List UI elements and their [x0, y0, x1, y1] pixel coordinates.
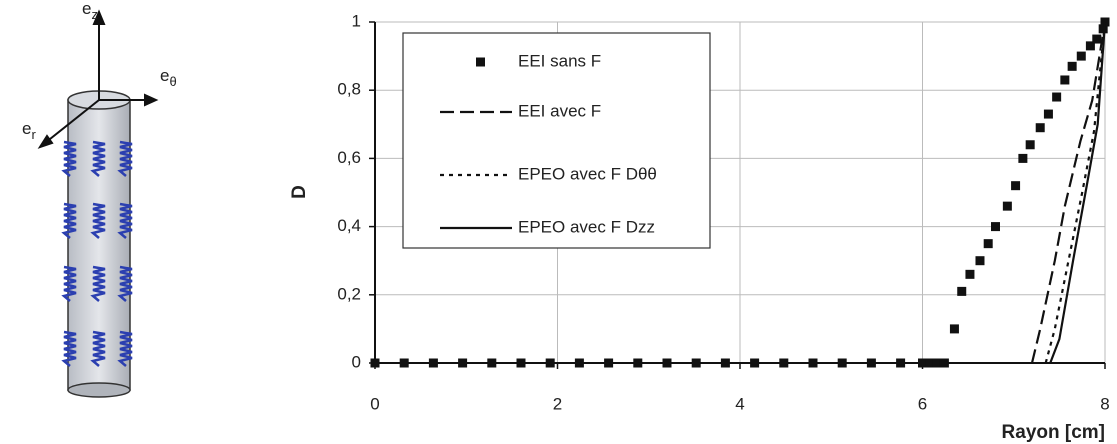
- marker: [991, 222, 1000, 232]
- marker: [1018, 153, 1028, 163]
- marker: [925, 358, 935, 368]
- y-tick-label: 0,8: [337, 80, 361, 99]
- y-tick-label: 0,2: [337, 284, 361, 303]
- y-tick-label: 0,4: [337, 216, 361, 235]
- series-line: [1044, 21, 1107, 364]
- marker: [1011, 181, 1021, 191]
- spring: [61, 202, 77, 239]
- marker: [1043, 109, 1053, 119]
- marker: [949, 324, 959, 334]
- marker: [574, 358, 584, 368]
- spring: [117, 140, 133, 177]
- marker: [965, 269, 975, 279]
- x-axis-title: Rayon [cm]: [1002, 422, 1105, 443]
- cylinder-diagram: ez eθ er: [22, 0, 177, 398]
- marker: [932, 358, 942, 368]
- y-axis-title: D: [289, 185, 310, 199]
- marker: [662, 358, 672, 368]
- axis-label-r: er: [22, 119, 36, 142]
- series-line: [1049, 21, 1107, 364]
- marker: [370, 358, 380, 368]
- marker: [487, 358, 497, 368]
- spring: [90, 202, 106, 239]
- marker: [983, 239, 993, 249]
- axis-label-z: ez: [82, 0, 98, 22]
- spring: [117, 265, 133, 302]
- x-tick-label: 6: [918, 394, 927, 413]
- axes-arrows: [37, 9, 159, 149]
- marker: [918, 358, 927, 368]
- spring: [90, 265, 106, 302]
- y-tick-label: 1: [352, 11, 361, 30]
- spring: [90, 330, 106, 367]
- x-tick-label: 8: [1100, 394, 1109, 413]
- marker: [837, 358, 847, 368]
- marker: [1085, 41, 1095, 51]
- marker: [1092, 34, 1102, 44]
- spring: [90, 140, 106, 177]
- legend-label: EPEO avec F Dzz: [518, 217, 655, 236]
- marker: [720, 358, 730, 368]
- marker: [939, 358, 949, 368]
- marker: [428, 358, 438, 368]
- marker: [957, 286, 967, 296]
- marker: [691, 358, 701, 368]
- marker: [866, 358, 876, 368]
- x-tick-label: 0: [370, 394, 379, 413]
- marker: [1067, 61, 1077, 71]
- springs: [61, 140, 133, 367]
- marker: [975, 256, 985, 266]
- x-tick-label: 2: [553, 394, 562, 413]
- marker: [1035, 123, 1045, 133]
- marker: [458, 358, 468, 368]
- spring: [117, 330, 133, 367]
- spring: [117, 202, 133, 239]
- axis-label-theta: eθ: [160, 66, 177, 89]
- marker: [399, 358, 409, 368]
- marker: [1076, 51, 1086, 61]
- cylinder-bottom: [67, 382, 131, 398]
- y-tick-label: 0,6: [337, 148, 361, 167]
- legend-label: EEI sans F: [518, 51, 601, 70]
- legend-label: EEI avec F: [518, 101, 601, 120]
- marker: [750, 358, 760, 368]
- spring: [61, 330, 77, 367]
- x-tick-label: 4: [735, 394, 744, 413]
- marker: [808, 358, 818, 368]
- marker: [604, 358, 614, 368]
- marker: [516, 358, 526, 368]
- spring: [61, 265, 77, 302]
- legend-label: EPEO avec F Dθθ: [518, 164, 657, 183]
- marker: [1052, 92, 1062, 102]
- marker: [545, 358, 555, 368]
- marker: [896, 358, 906, 368]
- legend-box: [402, 32, 711, 249]
- marker: [1025, 140, 1035, 150]
- series-line: [1030, 21, 1107, 364]
- chart: D Rayon [cm] 0 0,2 0,4 0,6 0,8 1 0 2 4 6 8 EEI sans…: [289, 11, 1110, 443]
- marker: [1002, 201, 1012, 211]
- y-tick-label: 0: [352, 352, 361, 371]
- marker: [1060, 75, 1070, 85]
- marker: [633, 358, 643, 368]
- spring: [61, 140, 77, 177]
- marker: [779, 358, 789, 368]
- legend-marker: [476, 57, 485, 67]
